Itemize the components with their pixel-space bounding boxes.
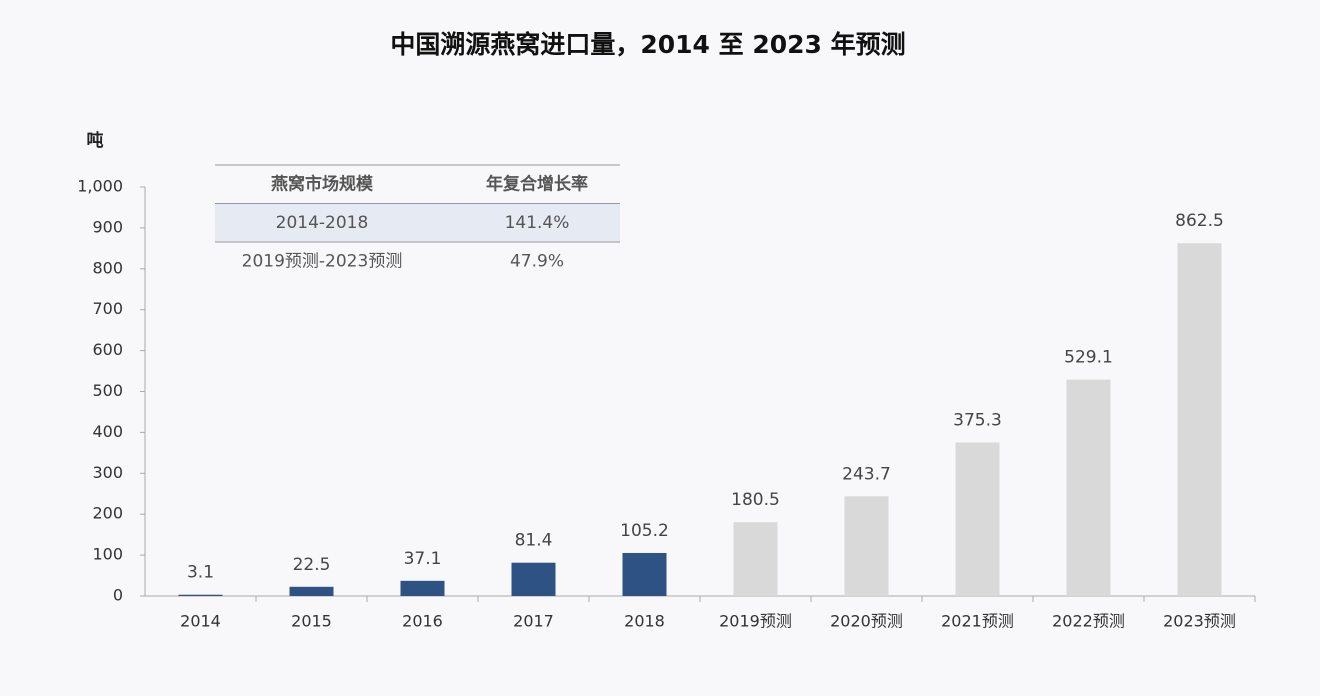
table-cell: 141.4%: [505, 213, 570, 233]
bar: [289, 586, 334, 596]
bar: [178, 594, 223, 596]
data-label: 862.5: [1175, 211, 1224, 231]
bar: [955, 442, 1000, 596]
table-cell: 2014-2018: [276, 213, 369, 233]
bar: [844, 496, 889, 596]
x-tick-label: 2014: [180, 612, 221, 631]
bar: [1066, 379, 1111, 596]
chart-title: 中国溯源燕窝进口量，2014 至 2023 年预测: [390, 30, 905, 59]
data-label: 529.1: [1064, 348, 1113, 368]
y-tick-label: 400: [92, 422, 123, 441]
table-header: 燕窝市场规模: [271, 173, 374, 194]
y-tick-label: 1,000: [77, 177, 123, 196]
y-tick-label: 100: [92, 545, 123, 564]
x-tick-label: 2017: [513, 612, 554, 631]
y-tick-label: 200: [92, 504, 123, 523]
data-label: 22.5: [293, 555, 331, 575]
data-label: 180.5: [731, 490, 780, 510]
bar: [400, 580, 445, 596]
y-axis-label: 吨: [87, 130, 104, 151]
table-cell: 47.9%: [510, 251, 564, 271]
x-tick-label: 2020预测: [830, 612, 903, 631]
x-tick-label: 2023预测: [1163, 612, 1236, 631]
table-cell: 2019预测-2023预测: [242, 251, 403, 271]
x-tick-label: 2019预测: [719, 612, 792, 631]
x-tick-label: 2022预测: [1052, 612, 1125, 631]
data-label: 375.3: [953, 411, 1002, 431]
y-tick-label: 600: [92, 340, 123, 359]
table-header: 年复合增长率: [486, 173, 588, 194]
data-label: 37.1: [404, 549, 442, 569]
data-label: 243.7: [842, 464, 891, 484]
y-tick-label: 800: [92, 258, 123, 277]
x-tick-label: 2016: [402, 612, 443, 631]
data-label: 81.4: [515, 531, 553, 551]
y-tick-label: 300: [92, 463, 123, 482]
x-tick-label: 2015: [291, 612, 332, 631]
bar: [733, 522, 778, 596]
x-tick-label: 2021预测: [941, 612, 1014, 631]
y-tick-label: 0: [113, 586, 123, 605]
table-row-bg: [215, 203, 620, 242]
y-tick-label: 700: [92, 299, 123, 318]
data-label: 3.1: [187, 563, 214, 583]
bar: [511, 562, 556, 596]
y-tick-label: 500: [92, 381, 123, 400]
data-label: 105.2: [620, 521, 669, 541]
x-tick-label: 2018: [624, 612, 665, 631]
bar: [1177, 243, 1222, 597]
bar: [622, 552, 667, 596]
y-tick-label: 900: [92, 217, 123, 236]
